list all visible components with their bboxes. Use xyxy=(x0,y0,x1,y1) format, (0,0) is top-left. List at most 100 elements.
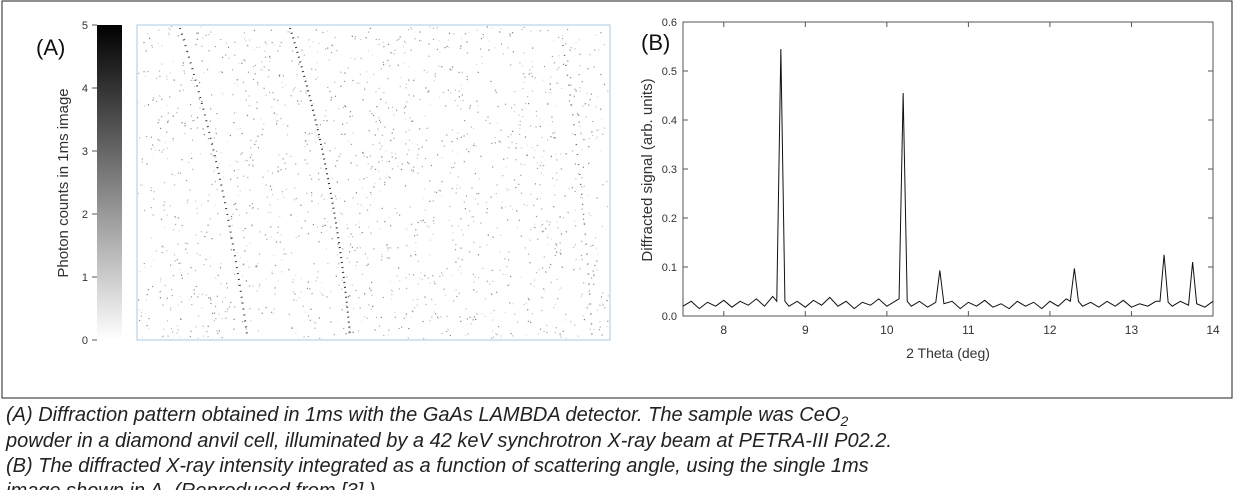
noise-dot xyxy=(369,155,371,157)
noise-dot xyxy=(581,293,583,295)
noise-dot xyxy=(543,66,546,68)
noise-dot xyxy=(489,283,491,285)
noise-dot xyxy=(196,117,199,119)
noise-dot xyxy=(405,316,407,318)
noise-dot xyxy=(352,79,354,82)
noise-dot xyxy=(550,92,553,94)
noise-dot xyxy=(166,297,168,299)
noise-dot xyxy=(541,192,543,194)
noise-dot xyxy=(311,178,313,180)
noise-dot xyxy=(417,298,419,300)
noise-dot xyxy=(398,267,400,269)
noise-dot xyxy=(574,209,576,211)
noise-dot xyxy=(138,309,140,311)
noise-dot xyxy=(466,79,468,81)
noise-dot xyxy=(426,127,428,129)
noise-dot xyxy=(249,308,251,310)
noise-dot xyxy=(291,60,293,62)
noise-dot xyxy=(451,187,453,190)
noise-dot xyxy=(479,48,482,50)
noise-dot xyxy=(562,35,564,37)
noise-dot xyxy=(184,125,186,127)
noise-dot xyxy=(387,247,389,249)
noise-dot xyxy=(371,55,373,57)
noise-dot xyxy=(267,170,269,172)
noise-dot xyxy=(203,335,205,337)
noise-dot xyxy=(345,305,347,307)
noise-dot xyxy=(224,311,226,313)
noise-dot xyxy=(141,336,144,338)
colorbar-tick-label: 2 xyxy=(82,209,88,221)
noise-dot xyxy=(374,168,377,170)
noise-dot xyxy=(236,209,238,211)
noise-dot xyxy=(163,328,165,330)
noise-dot xyxy=(420,40,422,42)
noise-dot xyxy=(171,289,173,291)
noise-dot xyxy=(559,252,561,254)
noise-dot xyxy=(545,91,547,93)
noise-dot xyxy=(344,72,346,74)
noise-dot xyxy=(380,259,383,261)
noise-dot xyxy=(535,126,537,128)
noise-dot xyxy=(602,304,604,306)
noise-dot xyxy=(519,120,521,122)
noise-dot xyxy=(410,28,413,30)
noise-dot xyxy=(350,243,352,245)
noise-dot xyxy=(405,313,407,315)
noise-dot xyxy=(359,233,361,235)
noise-dot xyxy=(168,32,170,34)
noise-dot xyxy=(575,258,577,261)
noise-dot xyxy=(221,337,223,339)
noise-dot xyxy=(445,105,447,107)
noise-dot xyxy=(441,272,443,274)
noise-dot xyxy=(199,153,201,155)
noise-dot xyxy=(365,37,367,39)
noise-dot xyxy=(289,36,291,38)
noise-dot xyxy=(160,218,163,220)
noise-dot xyxy=(419,128,421,130)
noise-dot xyxy=(232,94,234,96)
noise-dot xyxy=(508,251,510,253)
noise-dot xyxy=(603,44,605,46)
noise-dot xyxy=(491,337,493,339)
noise-dot xyxy=(600,32,602,34)
noise-dot xyxy=(158,149,160,151)
noise-dot xyxy=(208,194,210,196)
noise-dot xyxy=(235,111,237,113)
noise-dot xyxy=(263,123,265,125)
noise-dot xyxy=(252,78,255,81)
noise-dot xyxy=(540,162,542,164)
noise-dot xyxy=(141,158,143,160)
noise-dot xyxy=(426,71,428,73)
noise-dot xyxy=(559,216,561,218)
noise-dot xyxy=(465,308,467,310)
noise-dot xyxy=(432,27,434,29)
noise-dot xyxy=(470,323,472,325)
noise-dot xyxy=(403,317,405,320)
noise-dot xyxy=(405,143,407,145)
noise-dot xyxy=(534,77,536,79)
noise-dot xyxy=(556,159,558,162)
noise-dot xyxy=(177,304,179,306)
noise-dot xyxy=(448,32,451,34)
noise-dot xyxy=(265,307,267,309)
noise-dot xyxy=(509,302,511,304)
noise-dot xyxy=(367,209,369,211)
noise-dot xyxy=(507,219,509,221)
caption-line: (A) Diffraction pattern obtained in 1ms … xyxy=(6,404,848,429)
noise-dot xyxy=(283,123,285,126)
noise-dot xyxy=(473,127,475,130)
noise-dot xyxy=(533,204,535,206)
noise-dot xyxy=(474,276,476,278)
noise-dot xyxy=(602,303,604,305)
noise-dot xyxy=(417,154,419,156)
noise-dot xyxy=(539,125,541,127)
noise-dot xyxy=(599,150,601,152)
noise-dot xyxy=(437,154,439,156)
noise-dot xyxy=(502,53,504,55)
noise-dot xyxy=(295,197,297,200)
noise-dot xyxy=(292,281,294,283)
noise-dot xyxy=(594,265,596,267)
noise-dot xyxy=(184,132,186,135)
noise-dot xyxy=(383,334,385,336)
